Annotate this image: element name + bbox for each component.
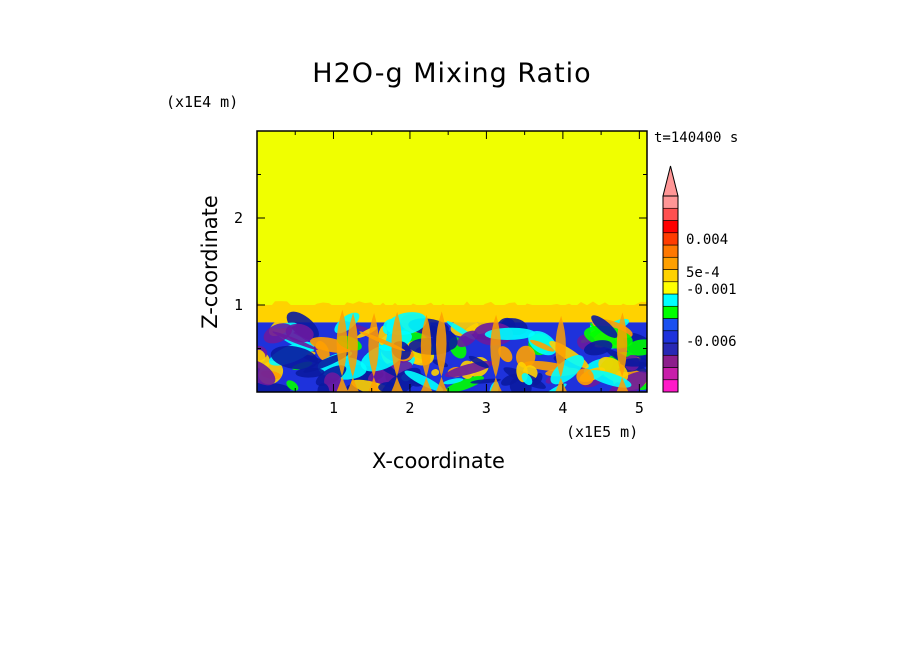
colorbar-swatch [662,342,679,356]
colorbar-label: -0.006 [686,334,737,350]
field-blob [404,370,444,392]
plume [616,312,629,392]
colorbar-label: 5e-4 [686,265,720,281]
colorbar-swatch [662,354,679,368]
field-blob [431,369,440,376]
colorbar-swatch [662,379,679,393]
field-blob [257,359,276,386]
field-blob [576,368,594,386]
plume [347,313,360,392]
field-blob [270,345,318,370]
y-axis-unit: (x1E4 m) [166,93,239,111]
field-blob [317,383,330,392]
field-region-0 [257,131,647,305]
colorbar-swatch [662,269,679,283]
plume [555,315,568,392]
plume [336,309,349,392]
x-axis-unit: (x1E5 m) [566,423,639,441]
field-blob [445,375,484,392]
field-blob [550,355,585,385]
time-label: t=140400 s [654,130,739,146]
plume [435,311,448,392]
colorbar-swatch [662,281,679,295]
field-blob [626,339,647,356]
field-blob [324,372,342,392]
field-blob [285,323,314,343]
plume [490,314,503,392]
x-tick-label: 1 [329,399,338,417]
field-blob [295,367,325,378]
colorbar-label: 0.004 [686,232,728,248]
colorbar-swatch [662,232,679,246]
colorbar-swatch [662,195,679,209]
field-blob [498,346,513,363]
colorbar-swatch [662,220,679,234]
plume [368,312,381,392]
y-tick-label: 2 [234,209,243,227]
field-blob [456,330,478,348]
field-blob [378,381,397,392]
x-tick-label: 5 [635,399,644,417]
field-blob [583,340,613,356]
colorbar-swatch [662,305,679,319]
field-blob [620,358,647,367]
plume [391,311,404,392]
x-axis-label: X-coordinate [372,449,505,473]
colorbar-swatch [662,244,679,258]
colorbar-swatch [662,256,679,270]
colorbar-extend-arrow [662,165,679,197]
field-blob [591,315,618,338]
y-tick-label: 1 [234,296,243,314]
colorbar-label: -0.001 [686,282,737,298]
field-blob [530,339,555,352]
field-blob [468,355,489,369]
plume [420,314,433,392]
colorbar-swatch [662,207,679,221]
colorbar-swatch [662,330,679,344]
field-blob [521,373,533,386]
colorbar-swatch [662,318,679,332]
field-blob [470,378,501,384]
x-tick-label: 2 [405,399,414,417]
colorbar-swatch [662,367,679,381]
field-group [257,131,647,392]
field-blob [263,323,293,344]
colorbar-frame [662,195,679,393]
x-tick-label: 3 [482,399,491,417]
x-tick-label: 4 [558,399,567,417]
field-blob [443,378,464,385]
colorbar-swatch [662,293,679,307]
chart-title: H2O-g Mixing Ratio [312,58,592,89]
